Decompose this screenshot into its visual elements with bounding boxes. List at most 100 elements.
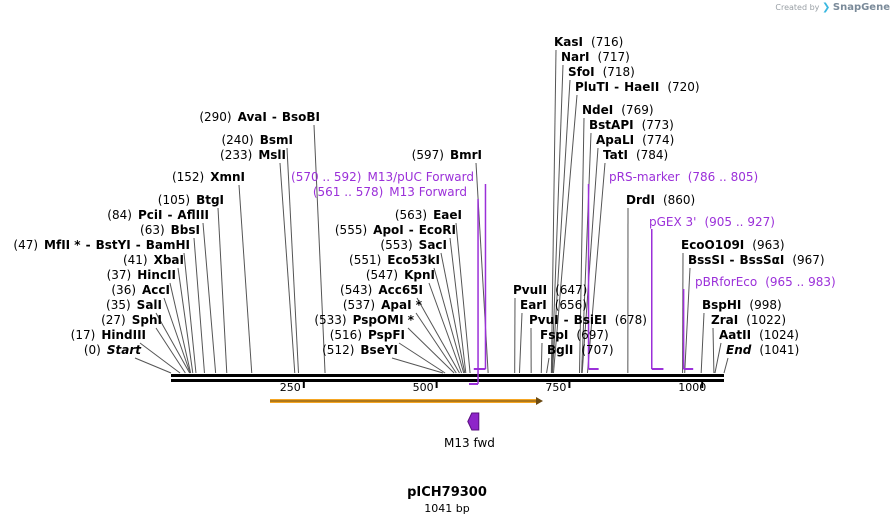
site-line-zrai (712, 327, 715, 374)
site-line-hindiii (139, 342, 181, 374)
site-label-start: (0) Start (83, 343, 141, 357)
site-label-avai-bsobi: (290) AvaI - BsoBI (199, 110, 320, 124)
primer-label-pgex-3: pGEX 3' (905 .. 927) (649, 215, 775, 229)
primer-label-m13-puc-forward: (570 .. 592) M13/pUC Forward (291, 170, 474, 184)
site-label-bmri: (597) BmrI (411, 148, 482, 162)
site-label-pluti-haeii: PluTI - HaeII (720) (575, 80, 700, 94)
site-line-hincii (169, 282, 192, 374)
site-label-acci: (36) AccI (111, 283, 170, 297)
site-line-sali (155, 312, 191, 374)
site-label-acc65i: (543) Acc65I (340, 283, 423, 297)
site-line-pluti-haeii (552, 94, 578, 374)
snapgene-credit: Created by ❯ SnapGene (775, 2, 890, 13)
site-label-btgi: (105) BtgI (157, 193, 224, 207)
site-line-bgli (546, 357, 550, 374)
site-label-kasi: KasI (716) (554, 35, 624, 49)
site-line-kasi (550, 49, 557, 374)
primer-label-pbrforeco: pBRforEco (965 .. 983) (695, 275, 836, 289)
site-line-saci (440, 252, 466, 374)
plasmid-title: pICH79300 (407, 485, 487, 500)
site-label-nari: NarI (717) (561, 50, 630, 64)
site-label-bstapi: BstAPI (773) (589, 118, 674, 132)
site-line-apai (415, 312, 457, 374)
site-label-tati: TatI (784) (603, 148, 669, 162)
site-line-sfoi (551, 79, 571, 374)
site-label-eari: EarI (656) (520, 298, 587, 312)
credit-brand: SnapGene (832, 2, 890, 13)
site-label-pvuii: PvuII (647) (513, 283, 588, 297)
tick-label-250: 250 (279, 381, 301, 394)
snapgene-logo-icon: ❯ (821, 2, 831, 13)
site-line-pspomi (407, 327, 455, 374)
site-line-ndei (579, 117, 585, 374)
feature-label-m13-fwd: M13 fwd (444, 436, 495, 450)
site-line-pspfi (398, 342, 446, 374)
site-label-xbai: (41) XbaI (122, 253, 184, 267)
site-label-pspfi: (516) PspFI (329, 328, 405, 342)
site-line-bsssi-bsss-i (684, 267, 691, 374)
site-label-hincii: (37) HincII (106, 268, 176, 282)
site-label-xmni: (152) XmnI (171, 170, 245, 184)
site-label-bseyi: (512) BseYI (322, 343, 398, 357)
site-label-pvui-bsiei: PvuI - BsiEI (678) (529, 313, 647, 327)
site-line-eco53ki (433, 267, 465, 374)
site-line-pcii-afliii (202, 222, 217, 374)
site-line-apoi-ecori (449, 237, 467, 374)
site-label-pspomi: (533) PspOMI * (314, 313, 414, 327)
site-line-bsphi (700, 312, 705, 374)
site-line-nari (551, 64, 564, 374)
site-label-apai: (537) ApaI * (342, 298, 422, 312)
site-label-hindiii: (17) HindIII (70, 328, 146, 342)
site-label-bgli: BglI (707) (547, 343, 614, 357)
site-line-end (723, 357, 729, 374)
site-label-ecoo109i: EcoO109I (963) (681, 238, 785, 252)
site-label-saci: (553) SacI (380, 238, 447, 252)
site-label-zrai: ZraI (1022) (711, 313, 787, 327)
site-line-aatii (714, 342, 722, 374)
site-line-xbai (177, 267, 194, 374)
backbone-top-strand (171, 374, 724, 377)
site-label-ndei: NdeI (769) (582, 103, 654, 117)
site-label-fspi: FspI (697) (540, 328, 609, 342)
tick-label-750: 750 (545, 381, 567, 394)
tick-label-500: 500 (412, 381, 434, 394)
site-label-mfii-bstyi-bamhi: (47) MfII * - BstYI - BamHI (13, 238, 190, 252)
site-label-sfoi: SfoI (718) (568, 65, 635, 79)
site-label-eco53ki: (551) Eco53kI (349, 253, 440, 267)
site-line-fspi (540, 342, 543, 374)
site-line-msli (279, 162, 296, 374)
site-label-kpni: (547) KpnI (365, 268, 435, 282)
site-label-end: End (1041) (726, 343, 800, 357)
plasmid-length: 1041 bp (424, 502, 470, 515)
site-line-avai-bsobi (313, 124, 326, 374)
site-label-msli: (233) MslI (220, 148, 286, 162)
site-label-aatii: AatII (1024) (719, 328, 799, 342)
site-line-bstapi (581, 132, 592, 374)
site-label-apoi-ecori: (555) ApoI - EcoRI (334, 223, 456, 237)
site-line-start (134, 357, 172, 374)
m13-fwd-feature-arrow (467, 412, 480, 431)
site-label-bsphi: BspHI (998) (702, 298, 782, 312)
site-label-sali: (35) SalI (106, 298, 162, 312)
site-line-xmni (238, 184, 253, 374)
site-label-eaei: (563) EaeI (394, 208, 462, 222)
site-line-bsmi (286, 147, 299, 374)
site-label-bsssi-bsss-i: BssSI - BssSαI (967) (688, 253, 825, 267)
orf-arrow-icon (536, 397, 543, 405)
site-label-bsmi: (240) BsmI (221, 133, 293, 147)
site-line-sphi (155, 327, 186, 374)
site-line-mfii-bstyi-bamhi (183, 252, 197, 374)
site-line-bseyi (391, 357, 444, 374)
site-line-eari (518, 312, 523, 374)
site-line-kpni (428, 282, 463, 374)
site-line-acci (163, 297, 191, 374)
site-label-bbsi: (63) BbsI (140, 223, 200, 237)
primer-label-m13-forward: (561 .. 578) M13 Forward (312, 185, 467, 199)
site-label-sphi: (27) SphI (101, 313, 162, 327)
site-line-apali (581, 147, 599, 374)
site-label-drdi: DrdI (860) (626, 193, 696, 207)
tick-label-1000: 1000 (678, 381, 707, 394)
site-line-eaei (455, 222, 471, 374)
site-label-apali: ApaLI (774) (596, 133, 675, 147)
